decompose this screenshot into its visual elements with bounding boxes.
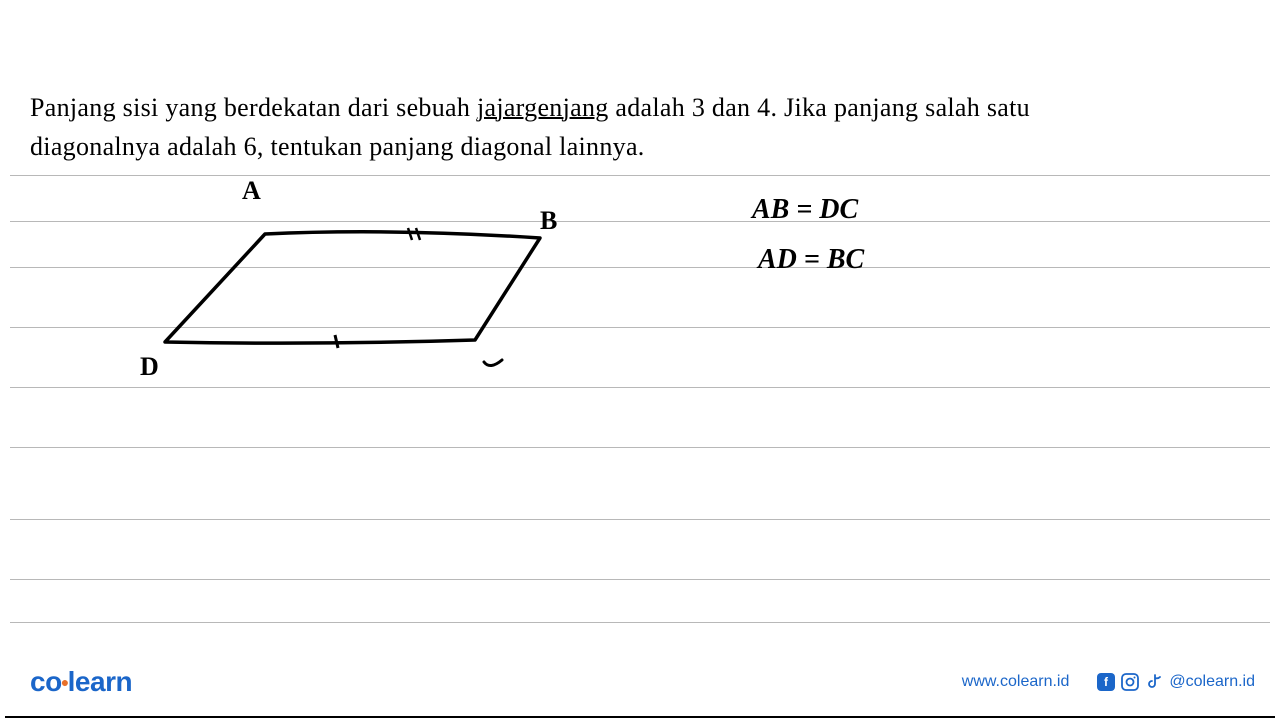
ruled-line (10, 175, 1270, 176)
vertex-label-d: D (140, 352, 159, 382)
parallelogram-diagram: A B D (130, 180, 570, 380)
question-part2: adalah 3 dan 4. Jika panjang salah satu (609, 93, 1030, 122)
parallelogram-shape (165, 232, 540, 343)
ruled-line (10, 387, 1270, 388)
tick-mark-bottom (335, 335, 338, 348)
facebook-icon: f (1097, 673, 1115, 691)
ruled-line (10, 447, 1270, 448)
website-link: www.colearn.id (962, 673, 1070, 691)
instagram-icon (1121, 673, 1139, 691)
brand-learn: learn (68, 666, 132, 697)
footer: co●learn www.colearn.id f @colearn.id (30, 666, 1255, 698)
page-content: Panjang sisi yang berdekatan dari sebuah… (0, 0, 1280, 720)
question-line2: diagonalnya adalah 6, tentukan panjang d… (30, 132, 645, 161)
vertex-label-a: A (242, 176, 261, 206)
brand-dot: ● (61, 674, 69, 690)
ruled-line (10, 579, 1270, 580)
tiktok-icon (1145, 673, 1163, 691)
question-text: Panjang sisi yang berdekatan dari sebuah… (30, 88, 1270, 166)
bottom-border (5, 716, 1275, 718)
social-links: f @colearn.id (1097, 673, 1255, 691)
vertex-label-c (480, 348, 508, 379)
vertex-label-b: B (540, 206, 557, 236)
brand-co: co (30, 666, 62, 697)
question-underlined: jajargenjang (477, 93, 609, 122)
handwritten-note-2: AD = BC (758, 244, 864, 276)
vertex-c-glyph (480, 348, 508, 372)
question-part1: Panjang sisi yang berdekatan dari sebuah (30, 93, 477, 122)
ruled-line (10, 519, 1270, 520)
handwritten-note-1: AB = DC (752, 194, 858, 226)
social-handle: @colearn.id (1169, 673, 1255, 691)
footer-right: www.colearn.id f @colearn.id (962, 673, 1255, 691)
brand-logo: co●learn (30, 666, 132, 698)
ruled-line (10, 622, 1270, 623)
